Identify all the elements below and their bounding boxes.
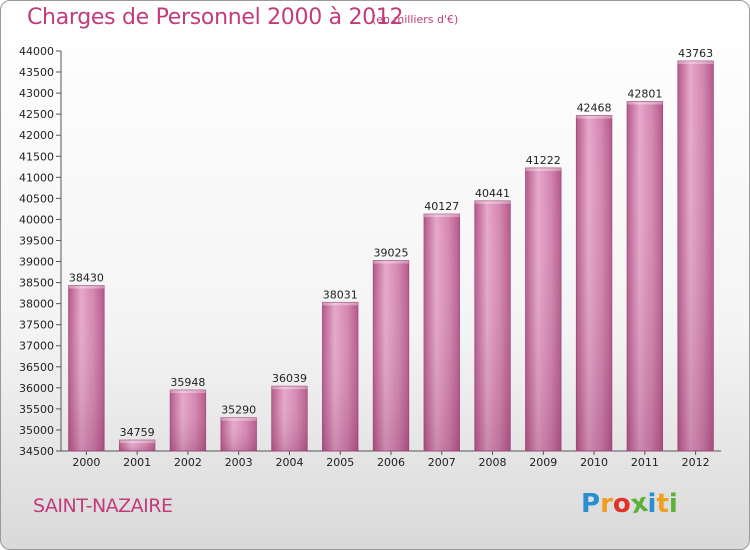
bar-shade-2009 xyxy=(525,167,562,451)
y-tick-label: 43000 xyxy=(19,87,54,100)
bar-top-2001 xyxy=(119,440,155,444)
bar-top-2003 xyxy=(220,417,257,421)
data-label-2004: 36039 xyxy=(272,372,307,385)
chart-subtitle: (en milliers d'€) xyxy=(372,13,459,26)
bar-top-2010 xyxy=(576,115,612,119)
y-tick-label: 38000 xyxy=(19,298,54,311)
x-tick-label-2011: 2011 xyxy=(631,456,659,469)
y-tick-label: 39500 xyxy=(19,234,54,247)
bar-shade-2004 xyxy=(271,386,308,451)
logo-letter: t xyxy=(656,489,669,519)
x-tick-label-2007: 2007 xyxy=(428,456,456,469)
logo-letter: i xyxy=(647,489,657,519)
logo-letter: P xyxy=(581,489,601,519)
y-tick-label: 36500 xyxy=(19,361,54,374)
x-tick-label-2003: 2003 xyxy=(225,456,253,469)
bar-shade-2005 xyxy=(322,302,358,451)
bar-top-2002 xyxy=(170,390,206,394)
x-tick-label-2010: 2010 xyxy=(580,456,608,469)
data-label-2005: 38031 xyxy=(323,288,358,301)
y-tick-label: 36000 xyxy=(19,382,54,395)
bar-shade-2011 xyxy=(627,101,663,452)
y-tick-label: 35500 xyxy=(19,403,54,416)
data-label-2009: 41222 xyxy=(526,154,561,167)
bar-top-2000 xyxy=(68,285,105,289)
x-tick-label-2000: 2000 xyxy=(72,456,100,469)
y-tick-label: 37000 xyxy=(19,340,54,353)
y-tick-label: 34500 xyxy=(19,445,54,458)
data-label-2012: 43763 xyxy=(678,47,713,60)
bar-top-2005 xyxy=(322,302,358,306)
bar-shade-2003 xyxy=(220,417,257,451)
x-tick-label-2008: 2008 xyxy=(479,456,507,469)
data-label-2010: 42468 xyxy=(577,102,612,115)
logo-letter: o xyxy=(612,489,631,519)
bar-shade-2002 xyxy=(170,390,206,451)
x-tick-label-2005: 2005 xyxy=(326,456,354,469)
data-label-2011: 42801 xyxy=(627,87,662,100)
logo-letter: r xyxy=(600,489,613,519)
bar-shade-2001 xyxy=(119,440,155,451)
y-tick-label: 44000 xyxy=(19,45,54,58)
bar-shade-2006 xyxy=(373,260,409,451)
bar-shade-2007 xyxy=(424,214,460,451)
y-tick-label: 41500 xyxy=(19,150,54,163)
data-label-2008: 40441 xyxy=(475,187,510,200)
bar-top-2006 xyxy=(373,260,409,264)
x-tick-label-2006: 2006 xyxy=(377,456,405,469)
bars xyxy=(68,60,714,452)
data-label-2001: 34759 xyxy=(120,426,155,439)
bar-top-2008 xyxy=(474,200,511,204)
y-tick-label: 35000 xyxy=(19,424,54,437)
data-label-2002: 35948 xyxy=(170,376,205,389)
data-label-2007: 40127 xyxy=(424,200,459,213)
city-name: SAINT-NAZAIRE xyxy=(33,495,173,517)
data-label-2006: 39025 xyxy=(374,246,409,259)
bar-top-2004 xyxy=(271,386,308,390)
x-tick-label-2004: 2004 xyxy=(275,456,303,469)
y-tick-label: 42500 xyxy=(19,108,54,121)
bar-top-2012 xyxy=(677,60,714,64)
x-tick-label-2012: 2012 xyxy=(682,456,710,469)
chart-title: Charges de Personnel 2000 à 2012 xyxy=(27,5,404,30)
y-tick-label: 39000 xyxy=(19,256,54,269)
y-tick-label: 40000 xyxy=(19,213,54,226)
y-tick-label: 38500 xyxy=(19,277,54,290)
data-label-2003: 35290 xyxy=(221,404,256,417)
logo-letter: i xyxy=(668,489,678,519)
data-label-2000: 38430 xyxy=(69,272,104,285)
y-tick-label: 41000 xyxy=(19,171,54,184)
bar-top-2011 xyxy=(627,101,663,105)
y-tick-label: 42000 xyxy=(19,129,54,142)
y-tick-label: 40500 xyxy=(19,192,54,205)
bar-top-2009 xyxy=(525,167,562,171)
y-tick-label: 43500 xyxy=(19,66,54,79)
y-tick-label: 37500 xyxy=(19,319,54,332)
bar-top-2007 xyxy=(424,214,460,218)
bar-shade-2012 xyxy=(677,60,714,452)
bar-shade-2000 xyxy=(68,285,105,451)
x-tick-label-2002: 2002 xyxy=(174,456,202,469)
x-tick-label-2009: 2009 xyxy=(529,456,557,469)
bar-shade-2010 xyxy=(576,115,612,452)
bar-shade-2008 xyxy=(474,200,511,451)
proxiti-logo: Proxiti xyxy=(581,488,678,520)
data-labels: 38430 34759 35948 35290 36039 38031 39025 40127… xyxy=(69,47,713,439)
axes: 34500 35000 35500 36000 36500 37000 37500 38000… xyxy=(19,45,721,469)
x-tick-label-2001: 2001 xyxy=(123,456,151,469)
